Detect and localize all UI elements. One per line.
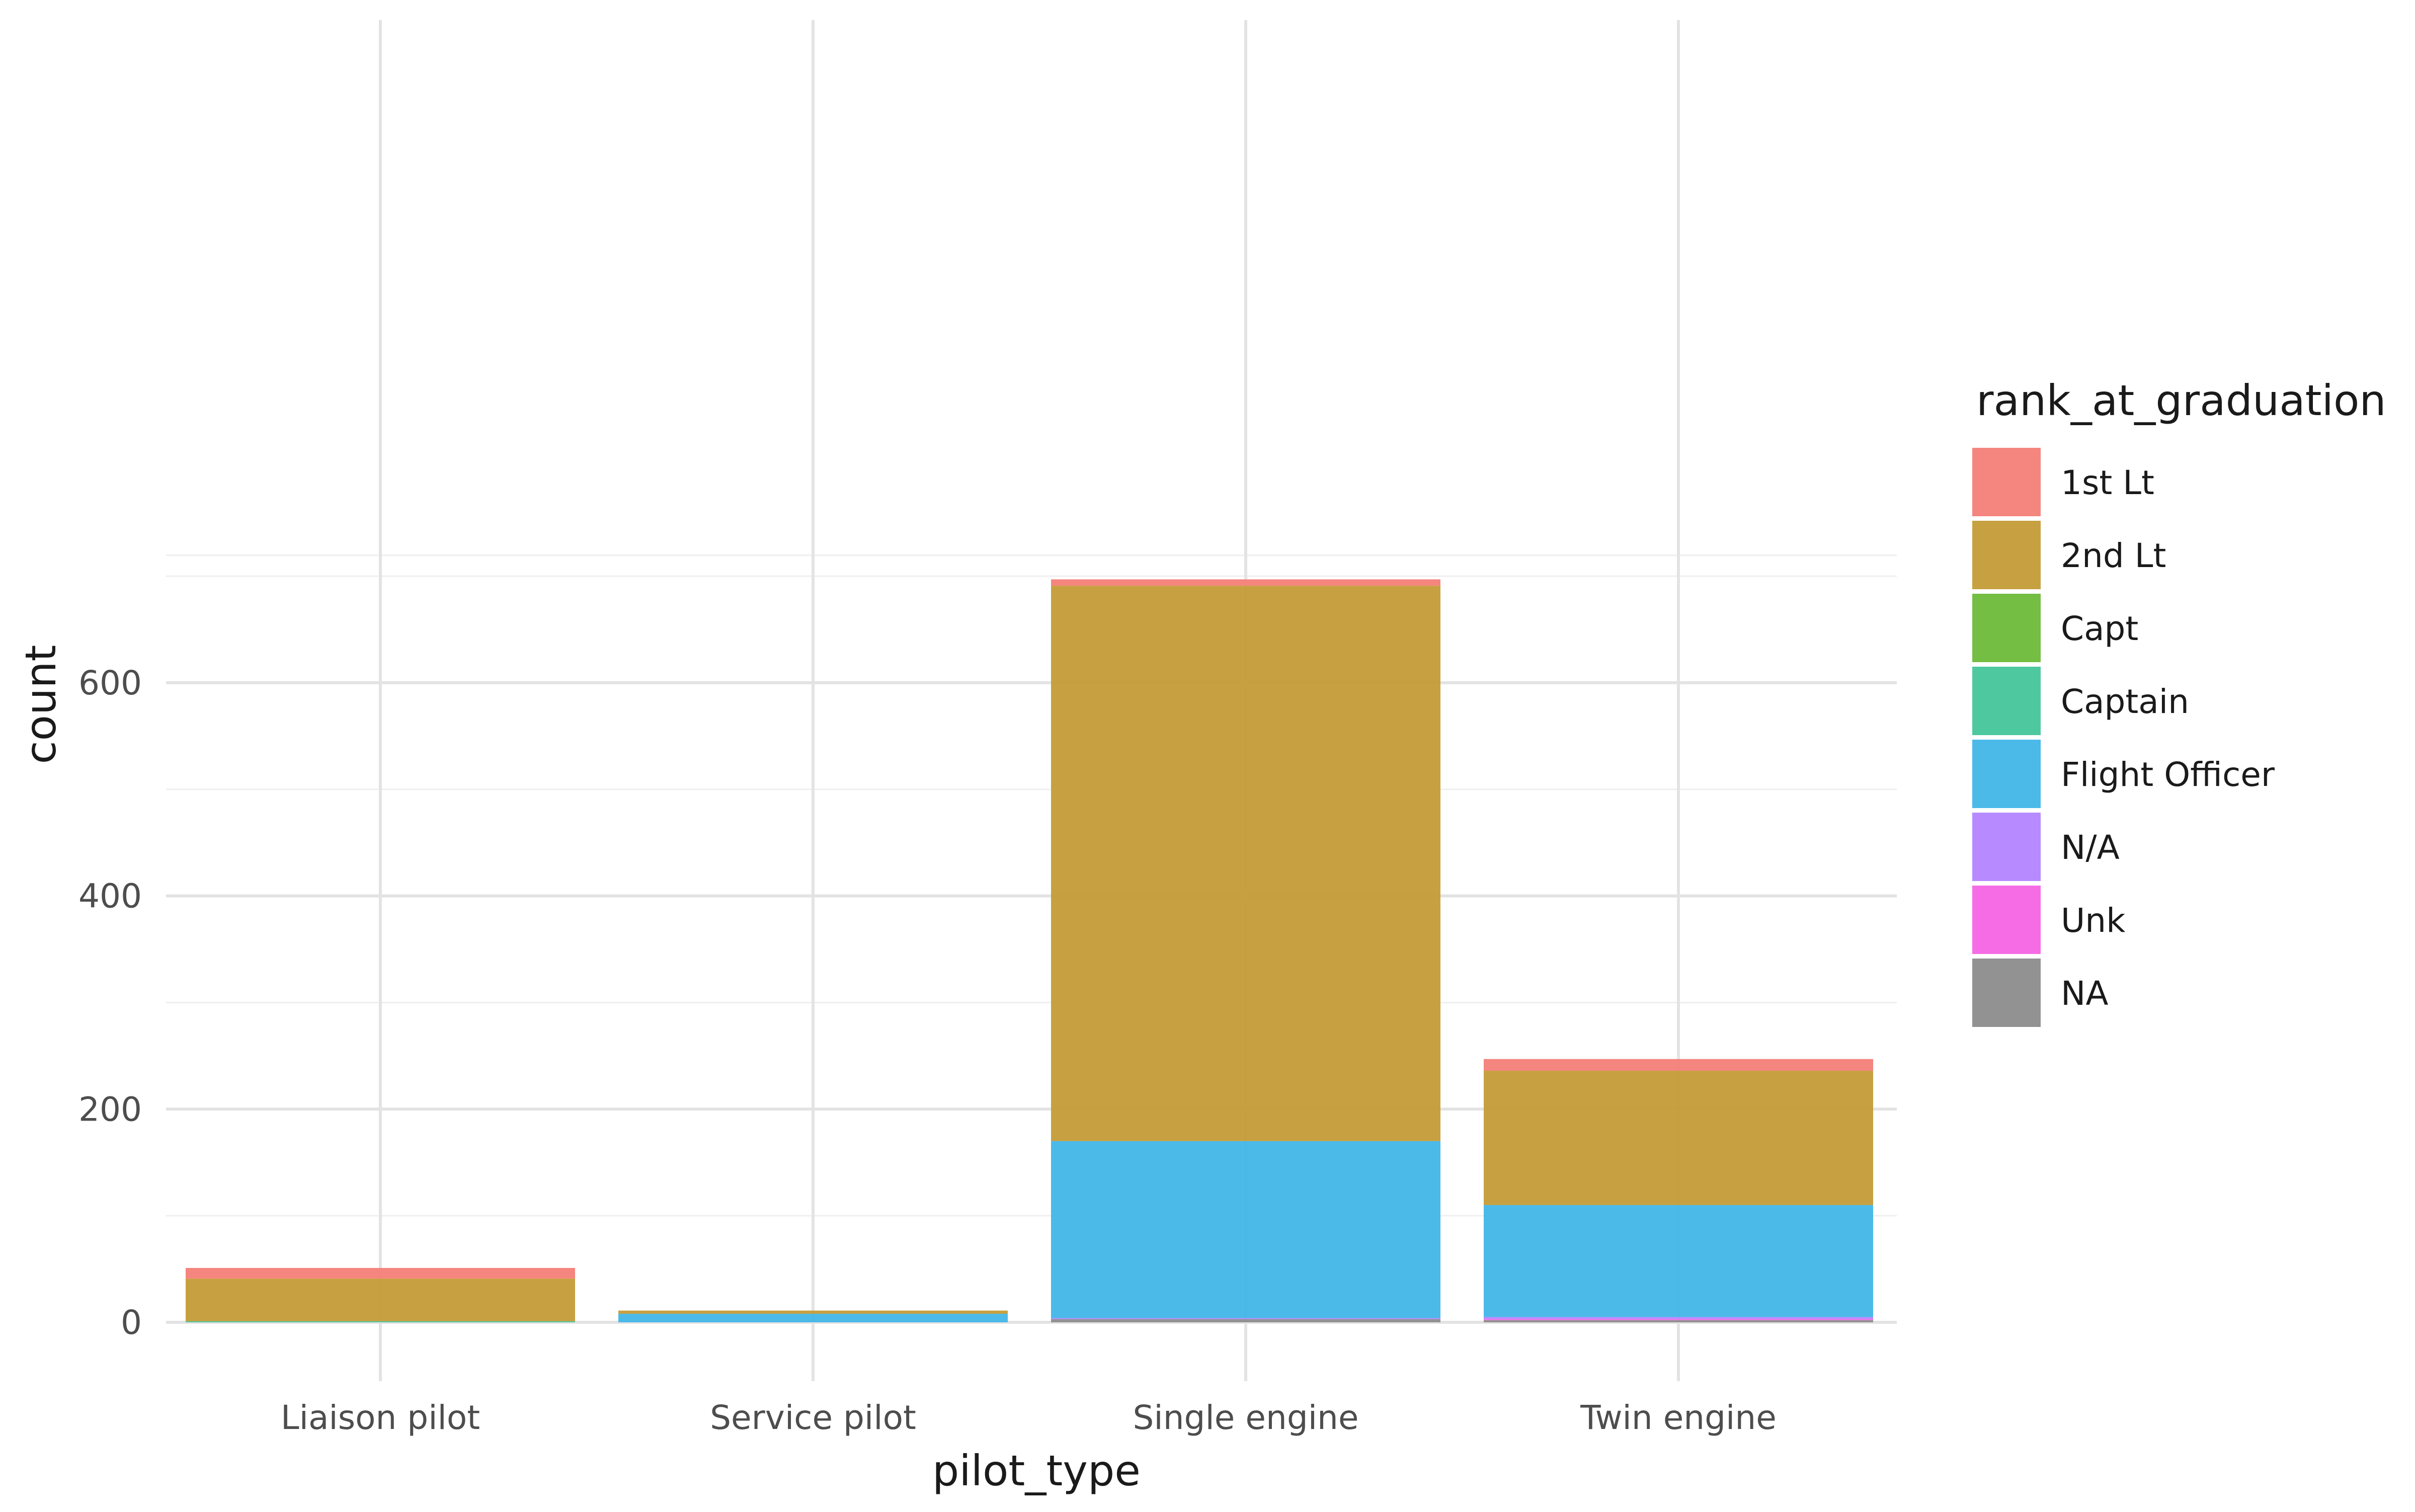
bar-segment <box>1484 1205 1873 1317</box>
bar-segment <box>1484 1317 1873 1319</box>
legend-label: N/A <box>2061 828 2120 867</box>
legend-swatch <box>1972 594 2041 662</box>
bar-segment <box>1484 1071 1873 1205</box>
legend-label: Unk <box>2061 901 2126 940</box>
y-tick-label: 600 <box>78 664 142 702</box>
legend-label: 2nd Lt <box>2061 536 2166 575</box>
legend-swatch <box>1972 448 2041 516</box>
y-tick-label: 200 <box>78 1090 142 1129</box>
legend-label: Captain <box>2061 682 2189 721</box>
y-axis-title: count <box>16 645 65 764</box>
bar-segment <box>1051 1318 1440 1319</box>
y-tick-label: 0 <box>121 1303 142 1342</box>
bar-segment <box>618 1314 1008 1322</box>
legend-label: Flight Officer <box>2061 755 2275 794</box>
bar-segment <box>1051 586 1440 1141</box>
bar-segment <box>186 1267 575 1279</box>
x-tick-label: Twin engine <box>1580 1398 1777 1437</box>
axis-ticks: 0 200 400 600 Liaison pilot Service pilot Sing… <box>78 664 1777 1437</box>
bar-segment <box>1051 1319 1440 1322</box>
legend-swatch <box>1972 667 2041 735</box>
bar-segment <box>1484 1319 1873 1320</box>
legend-swatch <box>1972 521 2041 589</box>
y-tick-label: 400 <box>78 877 142 916</box>
bar-segment <box>1051 1141 1440 1318</box>
legend-swatch <box>1972 813 2041 881</box>
legend-swatch <box>1972 959 2041 1027</box>
bar-segment <box>186 1279 575 1321</box>
bar-segment <box>1051 579 1440 586</box>
legend-swatch <box>1972 886 2041 954</box>
bar-segment <box>1484 1320 1873 1322</box>
x-tick-label: Liaison pilot <box>281 1398 480 1437</box>
legend-title: rank_at_graduation <box>1976 376 2386 425</box>
legend-label: NA <box>2061 974 2109 1013</box>
bar-segment <box>618 1310 1008 1314</box>
x-tick-label: Service pilot <box>710 1398 916 1437</box>
bar-segment <box>186 1321 575 1322</box>
legend-label: Capt <box>2061 609 2138 648</box>
bar-segment <box>1484 1059 1873 1071</box>
legend: rank_at_graduation 1st Lt 2nd Lt Capt Capta… <box>1972 376 2386 1027</box>
x-tick-label: Single engine <box>1133 1398 1359 1437</box>
legend-label: 1st Lt <box>2061 463 2154 502</box>
bars <box>186 579 1873 1322</box>
legend-swatch <box>1972 740 2041 808</box>
x-axis-title: pilot_type <box>932 1446 1141 1495</box>
